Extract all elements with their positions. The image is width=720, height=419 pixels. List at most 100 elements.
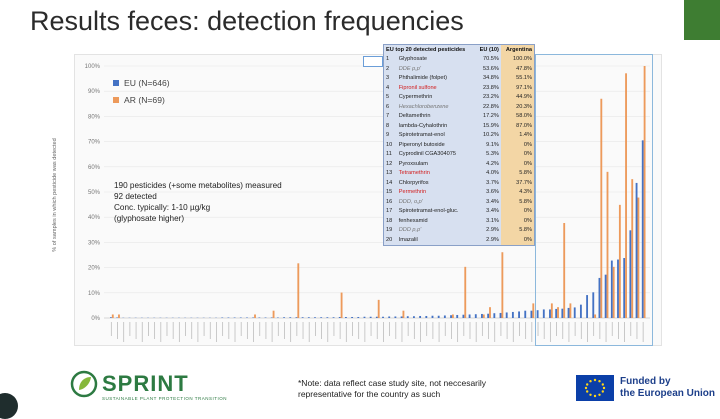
bar-eu bbox=[481, 314, 483, 318]
x-tick-label bbox=[173, 322, 174, 339]
bar-eu bbox=[518, 311, 520, 318]
x-tick-label bbox=[259, 322, 260, 336]
table-header-row: EU top 20 detected pesticides EU (10) Ar… bbox=[384, 45, 535, 55]
bar-ar bbox=[254, 314, 256, 318]
bar-ar bbox=[452, 314, 454, 318]
header-argentina: Argentina bbox=[501, 45, 535, 55]
rank: 20 bbox=[384, 235, 397, 245]
bar-eu bbox=[314, 317, 316, 318]
eu-value: 23.8% bbox=[475, 83, 501, 93]
x-tick-label bbox=[117, 322, 118, 339]
x-tick-label bbox=[507, 322, 508, 339]
eu-value: 23.2% bbox=[475, 93, 501, 103]
bar-eu bbox=[506, 312, 508, 318]
bar-eu bbox=[246, 317, 248, 318]
x-tick-label bbox=[513, 322, 514, 342]
eu-value: 53.6% bbox=[475, 64, 501, 74]
bar-eu bbox=[382, 317, 384, 318]
eu-value: 2.9% bbox=[475, 226, 501, 236]
eu-value: 10.2% bbox=[475, 131, 501, 141]
pesticide-name: Deltamethrin bbox=[397, 112, 476, 122]
x-tick-label bbox=[445, 322, 446, 336]
bar-eu bbox=[456, 315, 458, 318]
x-tick-label bbox=[432, 322, 433, 339]
pesticide-name: Pyroxsulam bbox=[397, 159, 476, 169]
rank: 18 bbox=[384, 216, 397, 226]
legend-swatch-eu bbox=[113, 80, 119, 86]
x-tick-label bbox=[346, 322, 347, 342]
x-tick-label bbox=[389, 322, 390, 336]
y-tick-label: 30% bbox=[88, 240, 101, 246]
argentina-value: 55.1% bbox=[501, 74, 535, 84]
slide-nav-dot[interactable] bbox=[0, 393, 18, 419]
argentina-value: 0% bbox=[501, 216, 535, 226]
x-tick-label bbox=[235, 322, 236, 342]
eu-value: 3.4% bbox=[475, 197, 501, 207]
x-tick-label bbox=[191, 322, 192, 339]
pesticide-name: DDD, o,p' bbox=[397, 197, 476, 207]
eu-funding: Funded by the European Union bbox=[576, 375, 716, 401]
rank: 1 bbox=[384, 55, 397, 65]
x-tick-label bbox=[284, 322, 285, 339]
bar-eu bbox=[493, 313, 495, 318]
top-detections-highlight-box bbox=[535, 54, 653, 346]
eu-value: 2.9% bbox=[475, 235, 501, 245]
eu-value: 34.8% bbox=[475, 74, 501, 84]
bar-ar bbox=[483, 314, 485, 318]
x-tick-label bbox=[123, 322, 124, 342]
rank: 14 bbox=[384, 178, 397, 188]
pesticide-name: Phthalimide (folpet) bbox=[397, 74, 476, 84]
x-tick-label bbox=[364, 322, 365, 342]
rank: 17 bbox=[384, 207, 397, 217]
x-tick-label bbox=[290, 322, 291, 342]
bar-eu bbox=[450, 315, 452, 318]
y-tick-label: 40% bbox=[88, 215, 101, 221]
sprint-logo: SPRINT SUSTAINABLE PLANT PROTECTION TRAN… bbox=[70, 370, 220, 404]
rank: 10 bbox=[384, 140, 397, 150]
x-tick-label bbox=[210, 322, 211, 339]
eu-value: 22.8% bbox=[475, 102, 501, 112]
bar-ar bbox=[489, 307, 491, 318]
bar-eu bbox=[283, 317, 285, 318]
bar-ar bbox=[378, 300, 380, 318]
y-tick-label: 0% bbox=[91, 316, 100, 322]
argentina-value: 44.9% bbox=[501, 93, 535, 103]
y-tick-label: 60% bbox=[88, 165, 101, 171]
x-tick-label bbox=[327, 322, 328, 342]
x-tick-label bbox=[167, 322, 168, 336]
x-tick-label bbox=[451, 322, 452, 339]
bar-eu bbox=[252, 317, 254, 318]
sprint-leaf-icon bbox=[70, 370, 98, 398]
x-tick-label bbox=[253, 322, 254, 342]
pesticide-name: Hexachlorobenzene bbox=[397, 102, 476, 112]
pesticide-name: DDE p,p' bbox=[397, 64, 476, 74]
rank: 6 bbox=[384, 102, 397, 112]
rank: 2 bbox=[384, 64, 397, 74]
chart-legend: EU (N=646) AR (N=69) bbox=[113, 74, 170, 108]
bar-eu bbox=[401, 316, 403, 318]
argentina-value: 0% bbox=[501, 150, 535, 160]
x-tick-label bbox=[525, 322, 526, 339]
x-tick-label bbox=[426, 322, 427, 336]
bar-eu bbox=[289, 317, 291, 318]
eu-value: 4.0% bbox=[475, 169, 501, 179]
rank: 13 bbox=[384, 169, 397, 179]
x-tick-label bbox=[371, 322, 372, 336]
x-tick-label bbox=[185, 322, 186, 336]
pesticide-name: Spirotetramat-enol bbox=[397, 131, 476, 141]
y-tick-label: 80% bbox=[88, 114, 101, 120]
bar-eu bbox=[419, 316, 421, 318]
x-tick-label bbox=[488, 322, 489, 339]
x-tick-label bbox=[340, 322, 341, 339]
bar-eu bbox=[475, 314, 477, 318]
argentina-value: 0% bbox=[501, 235, 535, 245]
